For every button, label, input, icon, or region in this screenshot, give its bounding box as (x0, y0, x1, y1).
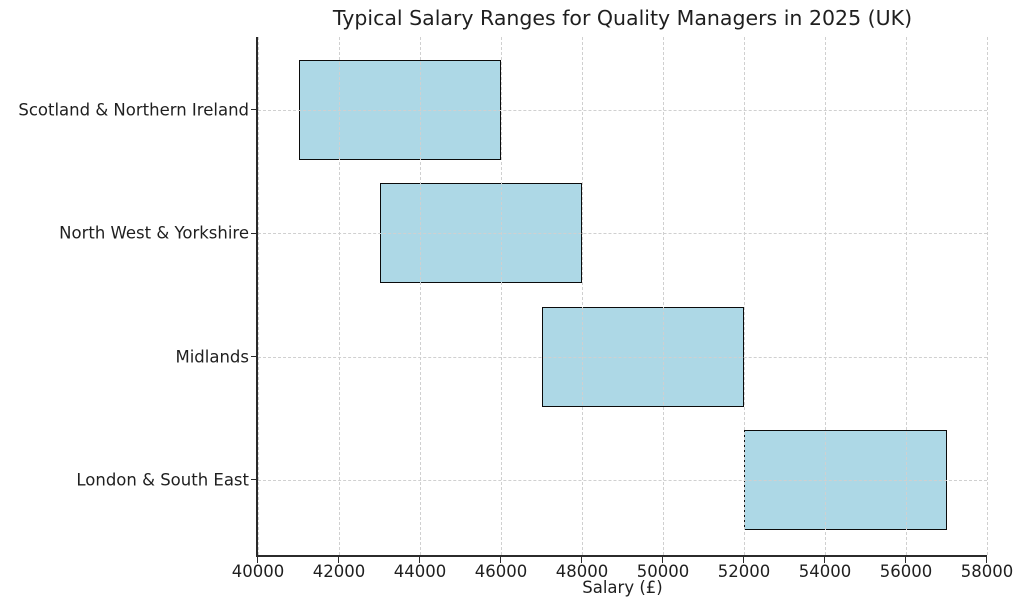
x-tick-label: 40000 (231, 562, 285, 581)
x-tick-mark (824, 557, 826, 563)
x-tick-mark (257, 557, 259, 563)
x-tick-mark (986, 557, 988, 563)
y-gridline (258, 479, 987, 481)
x-gridline (420, 37, 421, 555)
y-tick-label: Scotland & Northern Ireland (18, 100, 249, 120)
x-tick-label: 44000 (393, 562, 447, 581)
x-tick-mark (581, 557, 583, 563)
chart-title: Typical Salary Ranges for Quality Manage… (332, 6, 913, 30)
x-gridline (582, 37, 583, 555)
y-tick-label: London & South East (76, 470, 249, 490)
x-tick-label: 58000 (960, 562, 1014, 581)
x-gridline (906, 37, 907, 555)
x-gridline (663, 37, 664, 555)
y-tick-mark (251, 232, 258, 234)
y-tick-label: North West & Yorkshire (59, 223, 249, 243)
y-gridline (258, 356, 987, 358)
y-tick-label: Midlands (175, 347, 249, 367)
x-tick-label: 42000 (312, 562, 366, 581)
x-tick-mark (500, 557, 502, 563)
x-axis-label: Salary (£) (582, 578, 663, 597)
x-gridline (258, 37, 259, 555)
x-gridline (339, 37, 340, 555)
x-tick-label: 46000 (474, 562, 528, 581)
plot-area: 40000 42000 44000 46000 48000 50000 52000 54000… (18, 37, 1013, 581)
x-tick-label: 48000 (555, 562, 609, 581)
y-tick-mark (251, 355, 258, 357)
x-gridline (825, 37, 826, 555)
x-tick-mark (419, 557, 421, 563)
y-tick-mark (251, 479, 258, 481)
y-gridline (258, 233, 987, 235)
x-tick-mark (662, 557, 664, 563)
x-tick-label: 54000 (798, 562, 852, 581)
x-tick-label: 50000 (636, 562, 690, 581)
x-tick-mark (743, 557, 745, 563)
x-tick-mark (905, 557, 907, 563)
x-gridline (501, 37, 502, 555)
x-tick-label: 56000 (879, 562, 933, 581)
x-tick-label: 52000 (717, 562, 771, 581)
x-gridline (987, 37, 988, 555)
y-tick-mark (251, 109, 258, 111)
x-tick-mark (338, 557, 340, 563)
y-gridline (258, 110, 987, 111)
x-gridline (744, 37, 745, 555)
